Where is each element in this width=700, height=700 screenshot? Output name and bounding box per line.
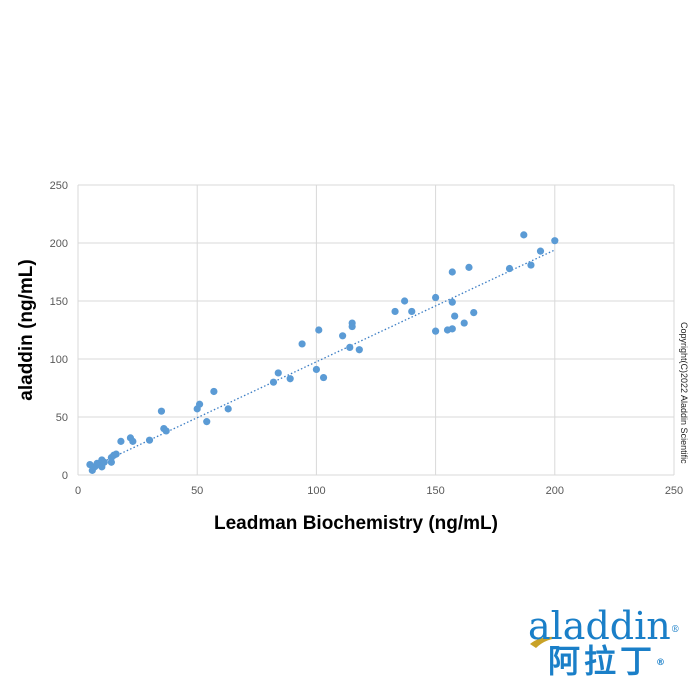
data-point (100, 458, 108, 466)
data-point (286, 375, 294, 383)
tick-labels: 0 50 100 150 200 250 0 50 100 150 200 250 (50, 180, 684, 497)
data-point (112, 450, 120, 458)
x-tick-label: 0 (75, 485, 81, 497)
logo-cjk-reg-mark: ® (656, 658, 666, 668)
y-tick-label: 200 (50, 238, 68, 250)
data-point (157, 407, 166, 415)
logo-cjk-text: 阿拉丁 (548, 642, 657, 680)
data-point (117, 437, 125, 445)
data-point (269, 378, 278, 386)
logo-chinese: 阿拉丁® (548, 642, 665, 680)
data-point (145, 436, 154, 444)
data-point (224, 405, 232, 413)
data-point (551, 237, 559, 245)
data-point (391, 307, 399, 316)
data-point (465, 263, 473, 271)
data-point (355, 346, 363, 354)
logo-wordmark: aladdin® (528, 606, 680, 646)
data-point (312, 365, 320, 374)
data-point (451, 312, 459, 320)
x-tick-label: 100 (307, 485, 325, 497)
data-point (527, 261, 535, 269)
copyright-notice: Copyright(C)2022 Aladdin Scientific (679, 322, 689, 464)
data-point (408, 307, 416, 316)
data-point (505, 264, 514, 273)
data-point (448, 325, 456, 333)
x-axis-title: Leadman Biochemistry (ng/mL) (214, 513, 498, 534)
x-tick-label: 250 (665, 485, 683, 497)
data-point (470, 309, 478, 317)
data-point (448, 268, 456, 276)
y-tick-label: 100 (50, 354, 68, 366)
data-point (203, 418, 211, 426)
logo-latin-text: aladdin (528, 604, 671, 648)
data-point (129, 437, 137, 445)
data-point (346, 343, 354, 351)
y-tick-label: 150 (50, 296, 68, 308)
y-tick-label: 250 (50, 180, 68, 192)
y-tick-label: 0 (62, 470, 68, 482)
data-point (460, 319, 468, 327)
data-point (210, 387, 218, 396)
data-point (162, 427, 170, 435)
y-axis-title: aladdin (ng/mL) (16, 259, 37, 400)
logo-reg-mark: ® (670, 625, 680, 635)
data-point (348, 322, 356, 331)
y-tick-label: 50 (56, 412, 68, 424)
grid-lines (77, 184, 675, 476)
x-tick-label: 150 (426, 485, 444, 497)
x-tick-label: 50 (191, 485, 203, 497)
data-points (86, 231, 559, 474)
data-point (536, 247, 545, 255)
data-point (319, 373, 328, 382)
logo-swoosh-icon (530, 636, 562, 648)
data-point (315, 326, 323, 334)
data-point (448, 298, 456, 306)
data-point (520, 231, 528, 239)
aladdin-logo: aladdin® 阿拉丁® (528, 606, 680, 686)
data-point (339, 332, 347, 340)
x-tick-label: 200 (546, 485, 564, 497)
data-point (401, 297, 409, 305)
data-point (195, 400, 204, 408)
data-point (298, 340, 306, 348)
data-point (274, 369, 282, 377)
data-point (432, 293, 440, 302)
data-point (432, 327, 440, 335)
